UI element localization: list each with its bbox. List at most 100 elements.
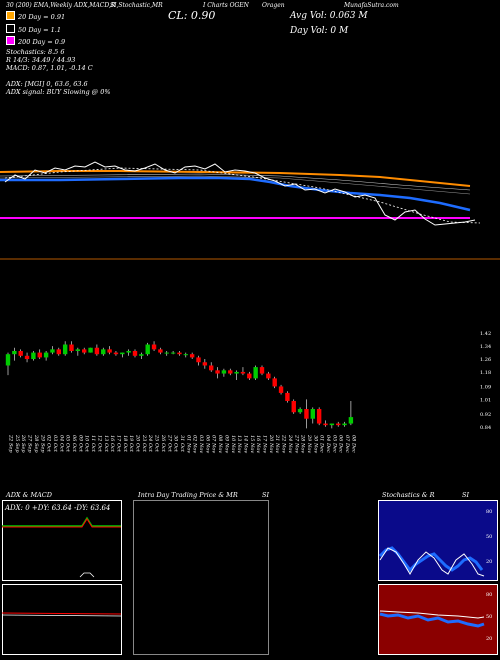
candle-body — [75, 349, 81, 351]
x-tick-label: 27 Oct — [166, 434, 172, 453]
x-tick-label: 24 Oct — [147, 434, 153, 453]
x-tick-label: 01 Nov — [185, 435, 191, 453]
y-tick-label: 1.42 — [480, 331, 491, 337]
candle-body — [113, 352, 119, 355]
x-tick-label: 06 Dec — [338, 435, 344, 453]
x-tick-label: 26 Oct — [160, 434, 166, 453]
legend-ema200: 200 Day = 0.9 — [6, 36, 65, 46]
candle-body — [18, 350, 23, 356]
candle-body — [329, 423, 335, 426]
avg-volume: Avg Vol: 0.063 M — [290, 11, 368, 21]
candle-body — [126, 350, 131, 353]
x-tick-label: 28 Sep — [33, 434, 39, 453]
x-tick-label: 11 Oct — [90, 435, 96, 453]
x-tick-label: 12 Oct — [96, 435, 102, 453]
stochastics-readout: Stochastics: 8.5 6 — [6, 48, 65, 56]
legend-swatch-ema20 — [6, 11, 15, 20]
adx-readout: ADX: [MGI] 0, 63.6, 63.6 — [6, 80, 88, 88]
candle-body — [177, 352, 182, 355]
candle-body — [278, 386, 284, 393]
candle-body — [348, 417, 354, 424]
candle-body — [88, 347, 93, 353]
y-tick-label: 1.18 — [480, 370, 491, 376]
x-tick-label: 29 Sep — [39, 434, 45, 453]
legend-label-ema50: 50 Day = 1.1 — [18, 26, 62, 34]
adx-panel-values: ADX: 0 +DY: 63.64 -DY: 63.64 — [4, 504, 110, 512]
x-tick-label: 16 Oct — [109, 435, 115, 453]
x-tick-label: 14 Nov — [242, 435, 248, 453]
x-tick-label: 10 Oct — [84, 435, 90, 453]
candle-body — [164, 352, 169, 354]
x-tick-label: 30 Oct — [173, 435, 179, 453]
candles-group — [5, 341, 354, 429]
x-tick-label: 03 Oct — [52, 435, 58, 453]
x-tick-label: 30 Nov — [312, 435, 318, 453]
adx-plus-line — [2, 516, 121, 527]
candle-body — [101, 349, 106, 355]
header-company: Oragen — [262, 2, 285, 9]
candle-body — [336, 423, 341, 426]
candle-body — [253, 367, 258, 379]
macd-readout: MACD: 0.87, 1.01, -0.14 C — [6, 64, 93, 72]
ema50-line — [0, 176, 471, 212]
x-tick-label: 29 Nov — [306, 434, 312, 453]
x-tick-label: 22 Sep — [8, 434, 14, 453]
x-tick-label: 25 Oct — [154, 434, 160, 453]
header-site: MunafaSutra.com — [344, 2, 399, 9]
intraday-panel-si: SI — [262, 491, 270, 499]
x-tick-label: 02 Oct — [46, 435, 52, 453]
candle-body — [266, 373, 271, 379]
intraday-box — [133, 500, 269, 655]
rsi-box — [378, 500, 498, 581]
candle-body — [5, 354, 11, 366]
candle-body — [24, 355, 30, 360]
adx-panel-title: ADX & MACD — [6, 491, 52, 499]
mrsi-tick-20: 20 — [486, 636, 492, 642]
candle-body — [50, 349, 55, 353]
stoch-d-line — [379, 547, 485, 577]
x-tick-label: 09 Oct — [77, 435, 83, 453]
candle-body — [94, 347, 100, 355]
candle-body — [234, 371, 239, 374]
x-tick-label: 02 Nov — [192, 435, 198, 453]
price-line — [4, 161, 476, 226]
x-tick-label: 18 Oct — [122, 435, 128, 453]
candle-body — [170, 352, 176, 354]
header-indicators-2: SI,Stochastic,MR — [110, 2, 163, 9]
x-tick-label: 17 Nov — [262, 435, 268, 453]
adx-low-line — [79, 572, 95, 578]
candle-body — [272, 378, 277, 387]
mrsi-line — [379, 612, 485, 628]
macd-signal-line — [2, 614, 122, 617]
close-price: CL: 0.90 — [168, 9, 216, 22]
y-tick-label: 1.01 — [480, 397, 491, 403]
candle-body — [240, 371, 246, 374]
legend-swatch-ema50 — [6, 24, 15, 33]
adx-signal-readout: ADX signal: BUY Slowing @ 0% — [6, 88, 111, 96]
x-tick-label: 25 Sep — [14, 434, 20, 453]
candle-body — [215, 370, 220, 374]
mrsi-tick-50: 50 — [486, 614, 492, 620]
macd-box — [2, 584, 122, 655]
rsi-readout: R 14/3: 34.49 / 44.93 — [6, 56, 76, 64]
y-ticks-group: 1.42 1.34 1.26 1.18 1.09 1.01 0.92 0.84 — [480, 331, 491, 431]
ema50-shadow-line-2 — [0, 175, 471, 195]
x-tick-label: 23 Oct — [141, 434, 147, 453]
header-ticker: I Charts OGEN — [203, 2, 249, 9]
candle-body — [259, 367, 265, 374]
candle-body — [120, 352, 125, 355]
candle-body — [196, 357, 201, 363]
mrsi-white-line — [379, 610, 485, 619]
candle-body — [209, 365, 214, 371]
x-tick-label: 06 Nov — [204, 435, 210, 453]
y-tick-label: 0.84 — [480, 425, 491, 431]
rsi-tick-80: 80 — [486, 509, 492, 515]
x-tick-label: 17 Oct — [115, 435, 121, 453]
x-tick-label: 24 Nov — [287, 434, 293, 453]
x-tick-label: 07 Dec — [344, 435, 350, 453]
legend-ema50: 50 Day = 1.1 — [6, 24, 61, 34]
candle-chart: 1.421.341.261.181.091.010.920.84 22 Sep 2… — [5, 331, 491, 453]
rsi-tick-20: 20 — [486, 559, 492, 565]
macd-line — [2, 612, 122, 615]
legend-label-ema20: 20 Day = 0.91 — [18, 13, 66, 21]
